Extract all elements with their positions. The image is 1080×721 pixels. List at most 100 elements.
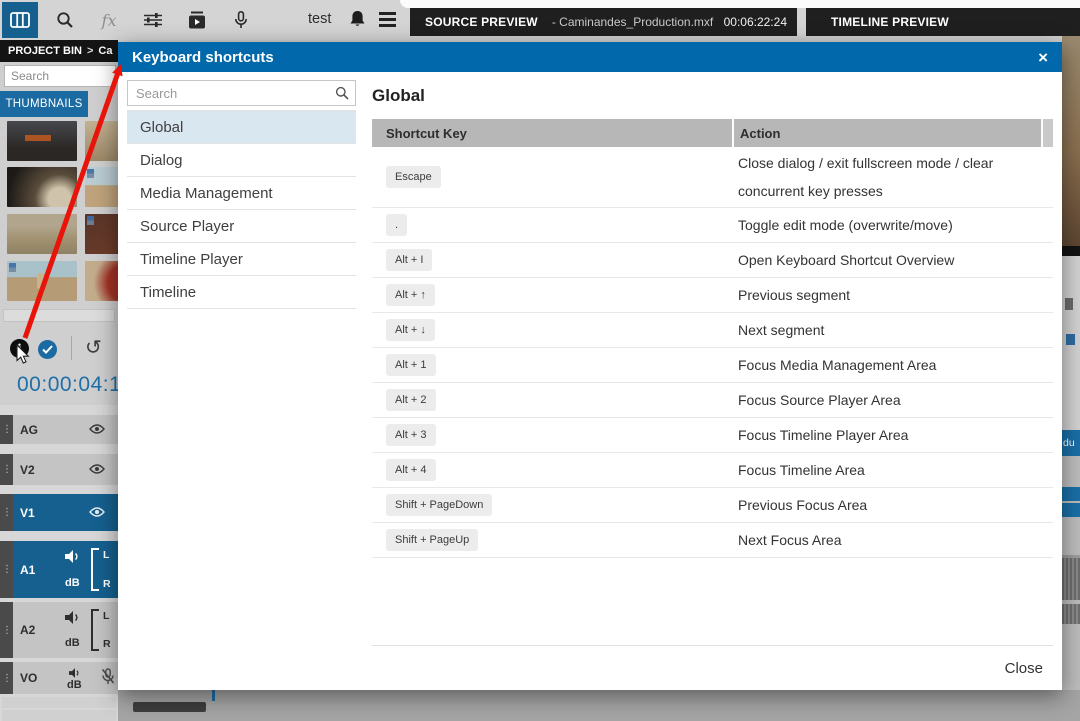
info-button[interactable]: i <box>10 339 29 358</box>
speaker-icon[interactable] <box>65 550 81 568</box>
category-item[interactable]: Dialog <box>127 144 356 177</box>
shortcut-row: Escape Close dialog / exit fullscreen mo… <box>372 147 1053 208</box>
thumbnail[interactable] <box>85 261 118 301</box>
speaker-icon[interactable] <box>65 611 81 629</box>
key-badge: Shift + PageUp <box>386 529 479 551</box>
channel-left-label: L <box>103 610 110 622</box>
thumbnail[interactable] <box>85 214 118 254</box>
db-label[interactable]: dB <box>65 577 80 589</box>
notifications-button[interactable] <box>349 10 366 34</box>
timeline-timecode[interactable]: 00:00:04:15 <box>17 373 134 396</box>
db-label[interactable]: dB <box>65 637 80 649</box>
action-text: Focus Timeline Player Area <box>738 427 909 443</box>
db-label[interactable]: dB <box>67 679 82 691</box>
eye-icon[interactable] <box>89 461 105 479</box>
thumbnail[interactable] <box>85 167 118 207</box>
microphone-icon <box>235 10 247 28</box>
project-bin-toggle-button[interactable] <box>2 2 38 38</box>
shortcut-row: Alt + I Open Keyboard Shortcut Overview <box>372 243 1053 278</box>
playhead-tick <box>212 690 215 701</box>
category-item[interactable]: Source Player <box>127 210 356 243</box>
drag-handle-icon[interactable]: ⋮ <box>0 662 13 694</box>
key-badge: Alt + 4 <box>386 459 436 481</box>
bin-search-input[interactable] <box>4 65 116 87</box>
action-text: Focus Timeline Area <box>738 462 865 478</box>
source-preview-header: SOURCE PREVIEW - Caminandes_Production.m… <box>410 8 797 36</box>
track-label: AG <box>20 422 38 437</box>
drag-handle-icon[interactable]: ⋮ <box>0 602 13 658</box>
key-badge: Alt + 3 <box>386 424 436 446</box>
timeline-preview-video-edge <box>1062 36 1080 246</box>
eye-icon[interactable] <box>89 504 105 522</box>
category-item[interactable]: Timeline Player <box>127 243 356 276</box>
horizontal-scrollbar[interactable] <box>133 702 206 712</box>
drag-handle-icon[interactable]: ⋮ <box>0 454 13 485</box>
track-row-vo[interactable]: ⋮ VO dB <box>0 662 118 694</box>
approve-button[interactable] <box>38 340 57 359</box>
export-tool-button[interactable] <box>180 2 214 38</box>
drag-handle-icon[interactable]: ⋮ <box>0 541 13 598</box>
breadcrumb[interactable]: PROJECT BIN > Ca <box>0 40 118 62</box>
action-text: Previous Focus Area <box>738 497 868 513</box>
tab-thumbnails[interactable]: THUMBNAILS <box>0 91 88 117</box>
category-label: Media Management <box>140 184 273 202</box>
track-header-column: ⋮ AG ⋮ V2 ⋮ V1 <box>0 405 118 721</box>
user-menu[interactable]: test <box>308 11 332 27</box>
track-label: V2 <box>20 462 35 477</box>
breadcrumb-folder[interactable]: Ca <box>98 45 113 57</box>
refresh-icon[interactable]: ↺ <box>85 335 102 359</box>
thumbnail[interactable] <box>85 121 118 161</box>
track-label: V1 <box>20 505 35 520</box>
close-icon[interactable]: × <box>1038 47 1048 67</box>
mic-muted-icon[interactable] <box>101 668 115 691</box>
close-button[interactable]: Close <box>1004 659 1043 677</box>
track-row-ag[interactable]: ⋮ AG <box>0 415 118 444</box>
search-icon <box>335 86 349 105</box>
key-badge: Escape <box>386 166 441 188</box>
thumbnail[interactable] <box>7 121 77 161</box>
source-file-name: - Caminandes_Production.mxf <box>551 15 714 29</box>
track-row-a1[interactable]: ⋮ A1 dB L R <box>0 541 118 598</box>
timeline-preview-label: TIMELINE PREVIEW <box>831 15 949 29</box>
shortcut-category-sidebar: Global Dialog Media Management Source Pl… <box>118 72 356 646</box>
breadcrumb-project-bin[interactable]: PROJECT BIN <box>8 45 82 57</box>
search-tool-button[interactable] <box>48 2 82 38</box>
eye-icon[interactable] <box>89 421 105 439</box>
shortcut-row: Shift + PageDown Previous Focus Area <box>372 488 1053 523</box>
stereo-bracket <box>91 548 99 591</box>
fx-icon: fx <box>101 10 117 30</box>
empty-track-slot <box>2 697 116 708</box>
drag-handle-icon[interactable]: ⋮ <box>0 494 13 531</box>
category-item[interactable]: Media Management <box>127 177 356 210</box>
track-row-a2[interactable]: ⋮ A2 dB L R <box>0 602 118 658</box>
thumbnail[interactable] <box>7 214 77 254</box>
thumbnail-scrollbar[interactable] <box>3 309 115 322</box>
search-icon <box>57 12 73 28</box>
bell-icon <box>350 11 365 26</box>
effects-tool-button[interactable]: fx <box>92 2 126 38</box>
category-list: Global Dialog Media Management Source Pl… <box>127 110 356 309</box>
timeline-preview-header: TIMELINE PREVIEW <box>806 8 1080 36</box>
thumbnail[interactable] <box>7 167 77 207</box>
table-scrollbar-track[interactable] <box>1041 119 1053 147</box>
source-preview-label: SOURCE PREVIEW <box>425 15 538 29</box>
track-row-v2[interactable]: ⋮ V2 <box>0 454 118 485</box>
action-text: Focus Source Player Area <box>738 392 901 408</box>
drag-handle-icon[interactable]: ⋮ <box>0 415 13 444</box>
hamburger-menu-button[interactable] <box>379 12 396 30</box>
shortcut-row: Alt + 4 Focus Timeline Area <box>372 453 1053 488</box>
voiceover-tool-button[interactable] <box>224 2 258 38</box>
thumbnail[interactable] <box>7 261 77 301</box>
sliders-icon <box>144 13 162 27</box>
export-box-icon <box>189 11 205 29</box>
category-label: Timeline Player <box>140 250 243 268</box>
shortcut-search-input[interactable] <box>127 80 356 106</box>
track-row-v1[interactable]: ⋮ V1 <box>0 494 118 531</box>
settings-sliders-button[interactable] <box>136 2 170 38</box>
category-item[interactable]: Timeline <box>127 276 356 309</box>
source-timecode: 00:06:22:24 <box>723 15 787 29</box>
bin-panel-icon <box>10 12 30 28</box>
category-item[interactable]: Global <box>127 111 356 144</box>
speaker-icon[interactable] <box>69 665 81 683</box>
